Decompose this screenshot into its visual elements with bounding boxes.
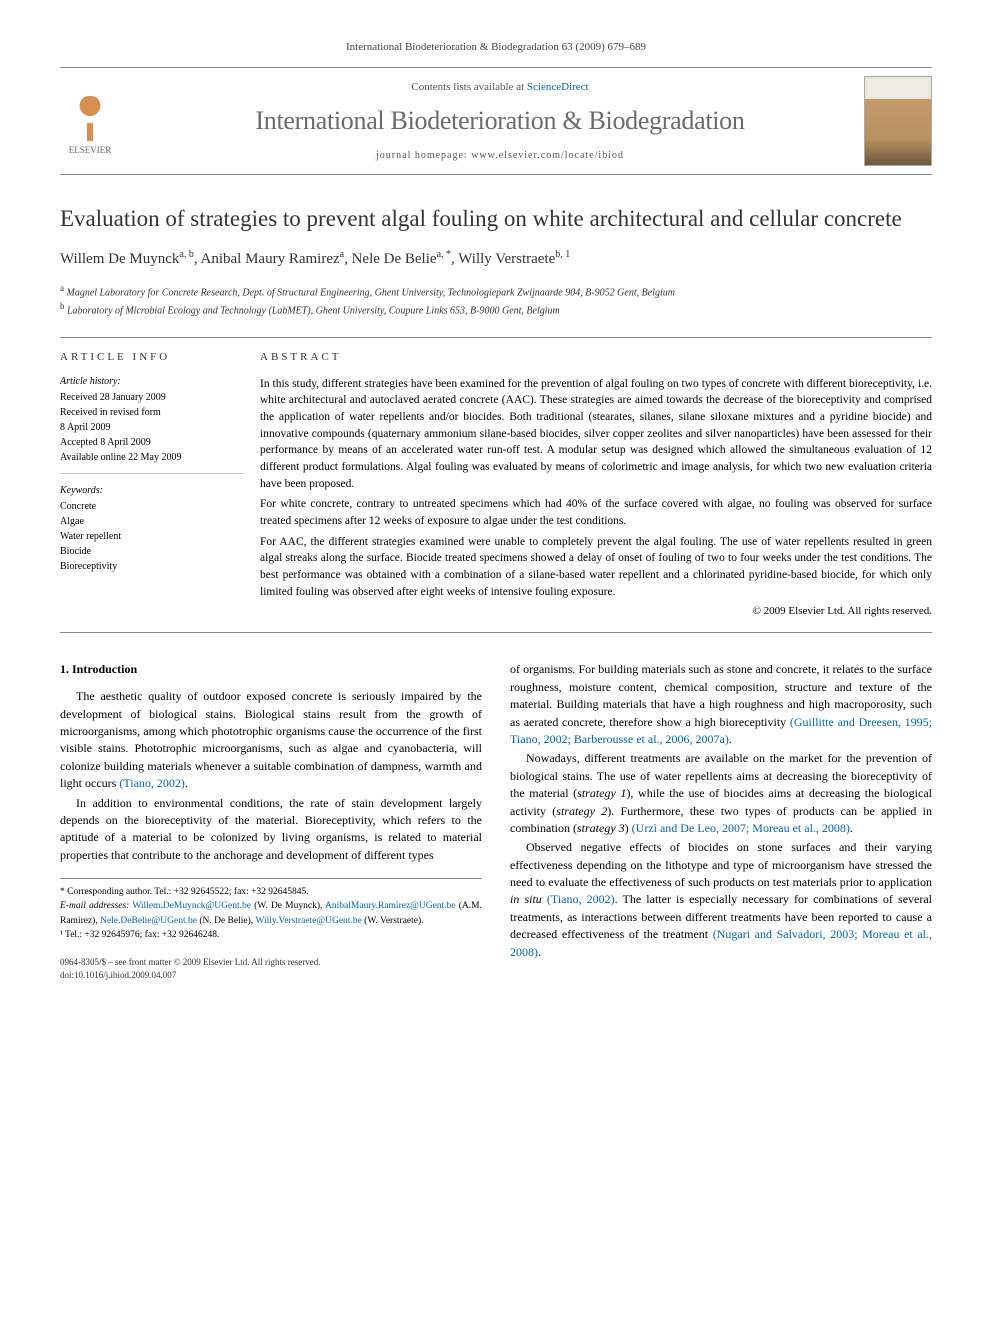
author-name: Willem De Muynck xyxy=(60,251,179,267)
email-who: (W. Verstraete) xyxy=(364,916,421,926)
body-paragraph: Nowadays, different treatments are avail… xyxy=(510,750,932,837)
affil-sup: b xyxy=(60,301,65,311)
author-affil-sup: b, 1 xyxy=(555,249,570,260)
citation-link[interactable]: (Urzì and De Leo, 2007; Moreau et al., 2… xyxy=(632,821,850,835)
body-text-run: . xyxy=(538,945,541,959)
in-situ-em: in situ xyxy=(510,892,542,906)
body-text-run: . xyxy=(185,776,188,790)
history-line: Available online 22 May 2009 xyxy=(60,450,244,465)
elsevier-logo: ELSEVIER xyxy=(60,86,120,156)
affil-text: Laboratory of Microbial Ecology and Tech… xyxy=(67,306,560,317)
email-link[interactable]: Willy.Verstraete@UGent.be xyxy=(255,916,361,926)
journal-homepage: journal homepage: www.elsevier.com/locat… xyxy=(136,149,864,163)
affiliation-line: a Magnel Laboratory for Concrete Researc… xyxy=(60,282,932,300)
article-history: Article history: Received 28 January 200… xyxy=(60,375,244,474)
affil-text: Magnel Laboratory for Concrete Research,… xyxy=(67,287,675,298)
keyword: Algae xyxy=(60,514,244,529)
journal-masthead: ELSEVIER Contents lists available at Sci… xyxy=(60,67,932,175)
keywords-label: Keywords: xyxy=(60,484,244,498)
author-name: Nele De Belie xyxy=(352,251,437,267)
strategy-em: strategy 2 xyxy=(556,804,607,818)
abstract-paragraph: For white concrete, contrary to untreate… xyxy=(260,496,932,529)
author-list: Willem De Muyncka, b, Anibal Maury Ramir… xyxy=(60,248,932,270)
body-text: 1. Introduction The aesthetic quality of… xyxy=(60,661,932,981)
contents-prefix: Contents lists available at xyxy=(411,81,526,93)
strategy-em: strategy 3 xyxy=(577,821,625,835)
keyword: Biocide xyxy=(60,544,244,559)
author-affil-sup: a, b xyxy=(179,249,193,260)
strategy-em: strategy 1 xyxy=(577,786,626,800)
contents-available-line: Contents lists available at ScienceDirec… xyxy=(136,80,864,95)
corresponding-author-note: * Corresponding author. Tel.: +32 926455… xyxy=(60,885,482,899)
footer-line: 0964-8305/$ – see front matter © 2009 El… xyxy=(60,956,482,969)
author-name: Willy Verstraete xyxy=(458,251,555,267)
body-text-run: Observed negative effects of biocides on… xyxy=(510,840,932,889)
body-text-run: The aesthetic quality of outdoor exposed… xyxy=(60,689,482,790)
footer-doi: doi:10.1016/j.ibiod.2009.04.007 xyxy=(60,969,482,982)
section-heading: 1. Introduction xyxy=(60,661,482,678)
author-affil-sup: a xyxy=(340,249,344,260)
history-line: Received in revised form xyxy=(60,405,244,420)
running-header: International Biodeterioration & Biodegr… xyxy=(60,40,932,55)
affiliation-line: b Laboratory of Microbial Ecology and Te… xyxy=(60,300,932,318)
info-abstract-block: ARTICLE INFO Article history: Received 2… xyxy=(60,337,932,634)
body-paragraph: of organisms. For building materials suc… xyxy=(510,661,932,748)
abstract: ABSTRACT In this study, different strate… xyxy=(260,338,932,633)
body-text-run: . xyxy=(850,821,853,835)
elsevier-tree-icon xyxy=(67,96,113,142)
email-who: (N. De Belie) xyxy=(199,916,250,926)
citation-link[interactable]: (Tiano, 2002) xyxy=(547,892,615,906)
email-link[interactable]: Willem.DeMuynck@UGent.be xyxy=(132,901,251,911)
journal-name: International Biodeterioration & Biodegr… xyxy=(136,103,864,139)
keyword: Bioreceptivity xyxy=(60,559,244,574)
citation-link[interactable]: (Tiano, 2002) xyxy=(119,776,185,790)
keyword: Concrete xyxy=(60,499,244,514)
page-footer: 0964-8305/$ – see front matter © 2009 El… xyxy=(60,956,482,981)
abstract-paragraph: In this study, different strategies have… xyxy=(260,376,932,493)
history-line: Accepted 8 April 2009 xyxy=(60,435,244,450)
body-text-run: ) xyxy=(625,821,632,835)
author-affil-sup: a, * xyxy=(437,249,451,260)
left-column: 1. Introduction The aesthetic quality of… xyxy=(60,661,482,981)
article-info-header: ARTICLE INFO xyxy=(60,350,244,365)
body-paragraph: The aesthetic quality of outdoor exposed… xyxy=(60,688,482,792)
article-info: ARTICLE INFO Article history: Received 2… xyxy=(60,338,260,633)
affil-sup: a xyxy=(60,283,64,293)
body-paragraph: Observed negative effects of biocides on… xyxy=(510,839,932,961)
email-who: (W. De Muynck) xyxy=(254,901,320,911)
abstract-paragraph: For AAC, the different strategies examin… xyxy=(260,534,932,601)
article-title: Evaluation of strategies to prevent alga… xyxy=(60,205,932,234)
email-link[interactable]: AnibalMaury.Ramirez@UGent.be xyxy=(325,901,456,911)
email-addresses: E-mail addresses: Willem.DeMuynck@UGent.… xyxy=(60,899,482,928)
keyword: Water repellent xyxy=(60,529,244,544)
keywords-block: Keywords: Concrete Algae Water repellent… xyxy=(60,484,244,582)
history-label: Article history: xyxy=(60,375,244,389)
email-label: E-mail addresses: xyxy=(60,901,129,911)
history-line: 8 April 2009 xyxy=(60,420,244,435)
abstract-copyright: © 2009 Elsevier Ltd. All rights reserved… xyxy=(260,604,932,620)
sciencedirect-link[interactable]: ScienceDirect xyxy=(527,81,589,93)
masthead-center: Contents lists available at ScienceDirec… xyxy=(136,80,864,164)
email-link[interactable]: Nele.DeBelie@UGent.be xyxy=(100,916,197,926)
author-name: Anibal Maury Ramirez xyxy=(201,251,340,267)
elsevier-label: ELSEVIER xyxy=(69,144,112,157)
right-column: of organisms. For building materials suc… xyxy=(510,661,932,981)
footnote-1: ¹ Tel.: +32 92645976; fax: +32 92646248. xyxy=(60,928,482,942)
abstract-header: ABSTRACT xyxy=(260,350,932,366)
journal-cover-thumbnail xyxy=(864,76,932,166)
affiliations: a Magnel Laboratory for Concrete Researc… xyxy=(60,282,932,319)
footnotes: * Corresponding author. Tel.: +32 926455… xyxy=(60,878,482,942)
body-paragraph: In addition to environmental conditions,… xyxy=(60,795,482,865)
body-text-run: . xyxy=(729,732,732,746)
history-line: Received 28 January 2009 xyxy=(60,390,244,405)
